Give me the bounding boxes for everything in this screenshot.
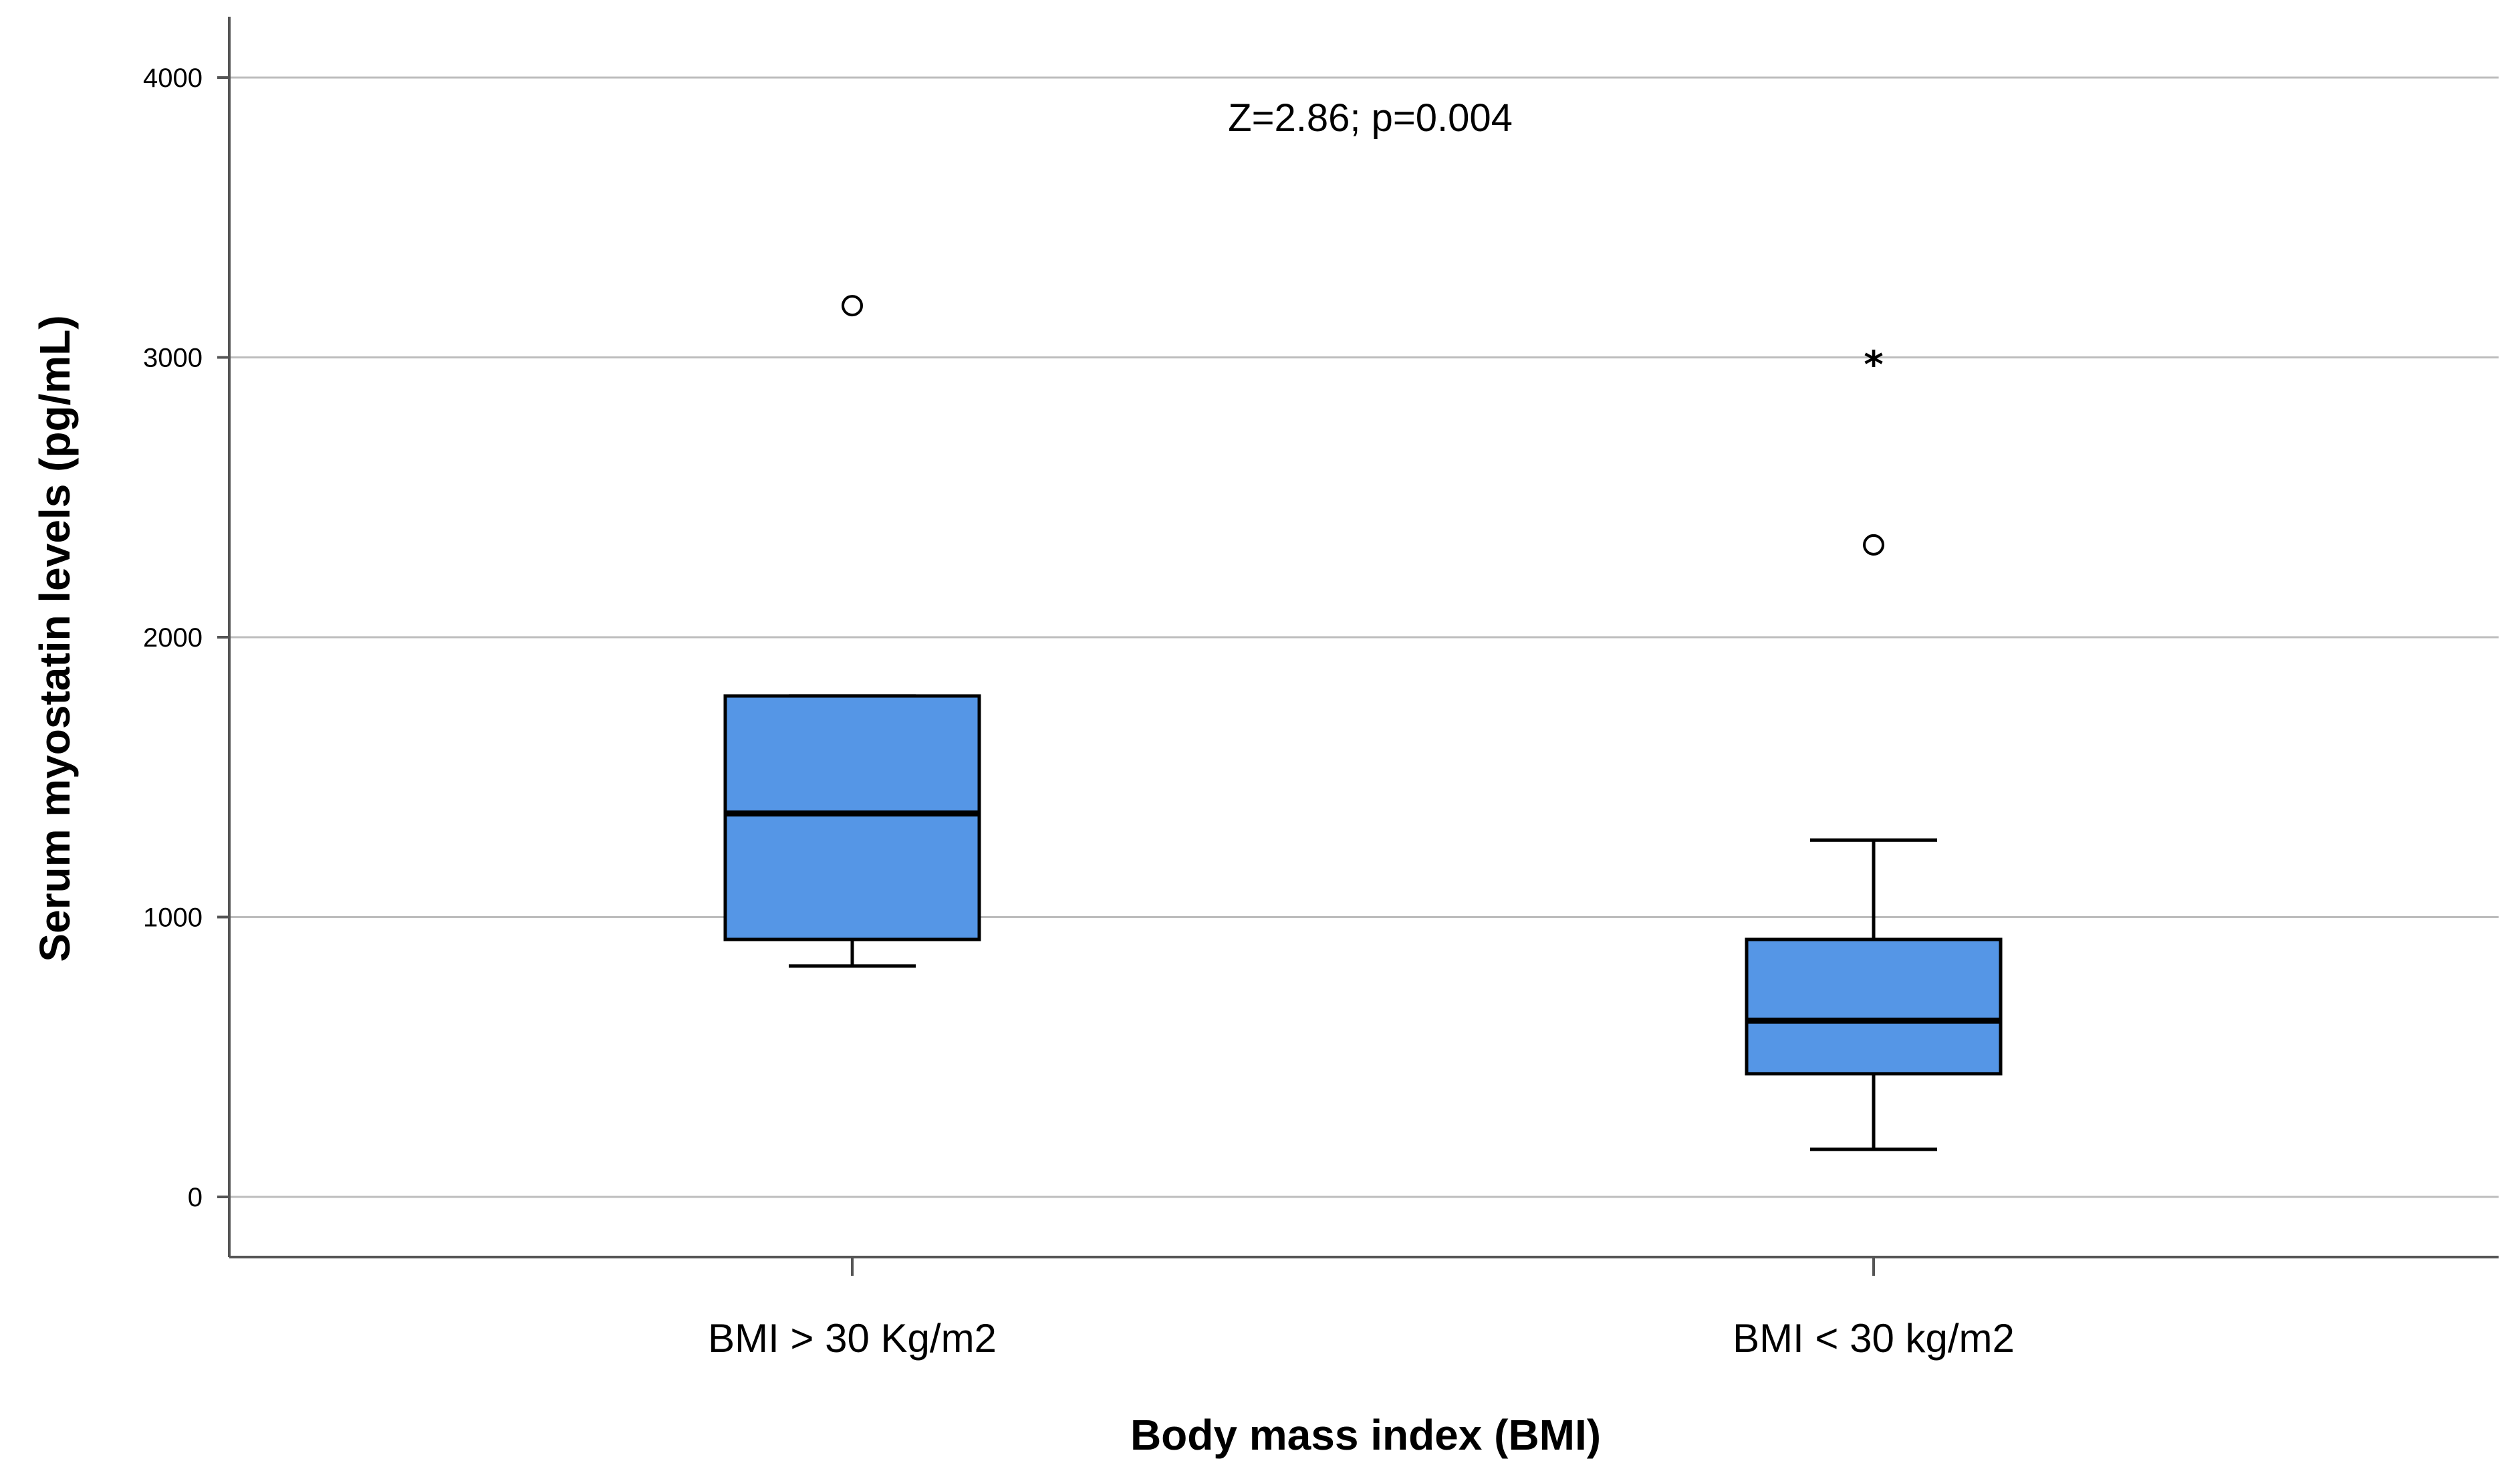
boxes: * — [723, 295, 2003, 1151]
x-tick-label: BMI < 30 kg/m2 — [1733, 1316, 2015, 1361]
outlier-point — [1863, 534, 1884, 556]
x-tick-label: BMI > 30 Kg/m2 — [708, 1316, 997, 1361]
annotation-text: Z=2.86; p=0.004 — [1228, 96, 1513, 140]
y-axis-title: Serum myostatin levels (pg/mL) — [31, 315, 79, 962]
y-tick-label: 4000 — [143, 64, 203, 93]
y-tick-label: 2000 — [143, 623, 203, 653]
y-tick-label: 3000 — [143, 344, 203, 373]
iqr-box — [1745, 937, 2003, 1076]
box-group — [723, 295, 981, 968]
extreme-point: * — [1864, 344, 1883, 387]
y-tick-label: 0 — [188, 1183, 203, 1212]
outlier-point — [842, 295, 863, 317]
iqr-box — [723, 694, 981, 941]
axes: 0 1000 2000 3000 4000 BMI > 30 Kg/m2 BMI < 30 … — [143, 17, 2499, 1361]
gridlines — [229, 76, 2499, 1198]
box-group: * — [1745, 344, 2003, 1151]
y-tick-label: 1000 — [143, 903, 203, 933]
x-axis-title: Body mass index (BMI) — [1130, 1411, 1601, 1459]
